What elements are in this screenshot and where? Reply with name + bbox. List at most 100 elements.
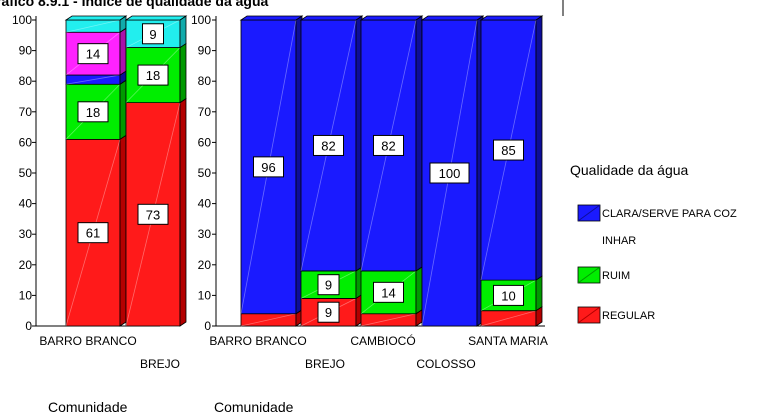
bar-top-cap	[479, 15, 544, 21]
data-label-box	[142, 23, 164, 45]
y-tick-label-p1: 80	[198, 74, 212, 88]
bar-segment-clara: 100	[421, 15, 484, 327]
bar-shade-line	[65, 19, 121, 33]
y-tick-label-p1: 20	[198, 258, 212, 272]
bar-segment-clara: 96	[240, 15, 303, 315]
x-axis-title-right: Comunidade	[214, 399, 294, 415]
category-label: BREJO	[140, 357, 180, 371]
bar-segment-magenta: 14	[65, 27, 127, 76]
y-tick-label-p0: 70	[19, 105, 33, 119]
legend-title: Qualidade da água	[570, 162, 689, 178]
chart-title: ráfico 8.9.1 - Índice de qualidade da ág…	[0, 0, 269, 9]
data-label: 9	[325, 305, 332, 320]
data-label-box	[317, 301, 340, 323]
category-label: CAMBIOCÓ	[350, 333, 415, 348]
y-tick-label-p1: 0	[204, 319, 211, 333]
bar-side	[179, 42, 187, 104]
data-label: 9	[149, 27, 156, 42]
bar-segment-ruim: 18	[65, 79, 127, 141]
data-label-box	[253, 156, 284, 178]
bar-side	[119, 79, 127, 141]
legend-swatch-shade	[577, 266, 601, 284]
data-label-box	[429, 162, 470, 184]
bar-segment-regular	[240, 309, 303, 327]
data-label: 82	[381, 138, 395, 153]
bar-segment-cyan: 9	[125, 15, 187, 49]
bar-segment-ruim: 14	[360, 266, 423, 315]
data-label-box	[137, 203, 169, 225]
data-label: 82	[321, 138, 335, 153]
data-label-box	[493, 284, 524, 306]
y-tick-label-p0: 20	[19, 258, 33, 272]
bar-segment-regular: 61	[65, 134, 127, 327]
data-label-box	[77, 43, 109, 65]
y-tick-label-p1: 10	[198, 288, 212, 302]
bar-shade-line	[240, 313, 297, 327]
legend-label-ruim: RUIM	[602, 270, 630, 282]
bar-side	[119, 134, 127, 327]
data-label: 14	[86, 47, 100, 62]
y-tick-label-p1: 70	[198, 105, 212, 119]
y-tick-label-p0: 60	[19, 135, 33, 149]
category-label: BREJO	[305, 357, 345, 371]
y-tick-label-p0: 10	[19, 288, 33, 302]
data-label: 9	[325, 278, 332, 293]
data-label-box	[317, 274, 340, 296]
legend-label-clara-line2: INHAR	[602, 235, 636, 247]
data-label: 73	[146, 207, 160, 222]
data-label: 10	[501, 288, 515, 303]
y-tick-label-p0: 100	[12, 13, 32, 27]
y-tick-label-p1: 50	[198, 166, 212, 180]
bar-top-cap	[239, 15, 304, 21]
y-tick-label-p1: 90	[198, 44, 212, 58]
bar-top-cap	[299, 15, 364, 21]
category-label: BARRO BRANCO	[39, 334, 136, 348]
bar-shade-line	[360, 313, 417, 327]
y-tick-label-p0: 80	[19, 74, 33, 88]
bar-segment-clara: 82	[300, 15, 363, 272]
legend-label-clara: CLARA/SERVE PARA COZ	[602, 208, 737, 220]
bar-segment-clara: 85	[480, 15, 543, 281]
data-label: 61	[86, 226, 100, 241]
bar-top-cap	[359, 15, 424, 21]
bar-segment-ruim: 10	[480, 275, 543, 312]
left-panel: 0 10 20 30 40 50 60 70 80 90 100 61 18 14 73 18 9 BARRO B…	[12, 13, 188, 371]
y-tick-label-p0: 30	[19, 227, 33, 241]
category-label: SANTA MARIA	[468, 334, 548, 348]
y-tick-label-p0: 90	[19, 44, 33, 58]
bar-side	[415, 266, 423, 315]
bar-top-cap	[64, 15, 128, 21]
data-label-box	[373, 281, 404, 303]
bar-side	[535, 15, 543, 281]
bar-segment-ruim: 9	[300, 266, 363, 300]
category-label: COLOSSO	[416, 357, 475, 371]
bar-side	[179, 97, 187, 327]
category-label: BARRO BRANCO	[209, 334, 306, 348]
legend: Qualidade da água CLARA/SERVE PARA COZ IN…	[570, 162, 737, 324]
y-tick-label-p1: 40	[198, 197, 212, 211]
data-label: 96	[261, 160, 275, 175]
right-panel: 0 10 20 30 40 50 60 70 80 90 100 96 9 9 82 14 82 100 10 85 B…	[191, 13, 548, 371]
bar-side	[119, 27, 127, 76]
y-tick-label-p1: 60	[198, 135, 212, 149]
bar-shade-line	[65, 74, 121, 85]
data-label: 100	[439, 166, 461, 181]
bar-segment-regular: 73	[125, 97, 187, 327]
data-label: 14	[381, 285, 395, 300]
y-tick-label-p1: 100	[191, 13, 211, 27]
data-label: 85	[501, 143, 515, 158]
bar-side	[179, 15, 187, 49]
data-label: 18	[86, 105, 100, 120]
y-tick-label-p1: 30	[198, 227, 212, 241]
data-label-box	[77, 101, 109, 123]
data-label: 18	[146, 68, 160, 83]
y-tick-label-p0: 0	[25, 319, 32, 333]
data-label-box	[137, 64, 169, 86]
bar-side	[535, 275, 543, 312]
data-label-box	[373, 134, 404, 156]
x-axis-title-left: Comunidade	[48, 399, 128, 415]
y-tick-label-p0: 40	[19, 197, 33, 211]
y-tick-label-p0: 50	[19, 166, 33, 180]
bar-segment-ruim: 18	[125, 42, 187, 104]
